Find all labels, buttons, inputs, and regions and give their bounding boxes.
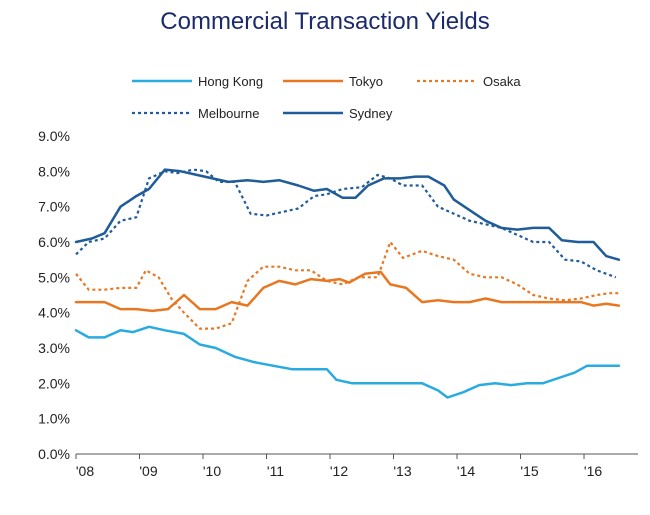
y-tick-label: 6.0% xyxy=(38,234,70,250)
x-tick-label: '14 xyxy=(457,463,475,479)
y-tick-label: 2.0% xyxy=(38,375,70,391)
series-line-osaka xyxy=(75,240,619,330)
series-lines xyxy=(74,168,621,399)
series-line-hong-kong xyxy=(74,325,621,399)
y-tick-label: 7.0% xyxy=(38,199,70,215)
x-tick-label: '10 xyxy=(203,463,221,479)
x-tick-label: '15 xyxy=(520,463,538,479)
y-tick-label: 5.0% xyxy=(38,269,70,285)
y-tick-label: 8.0% xyxy=(38,163,70,179)
axes: 0.0% 1.0% 2.0% 3.0% 4.0% 5.0% 6.0% 7.0% 8.0% 9.0%… xyxy=(38,128,638,479)
y-tick-label: 3.0% xyxy=(38,340,70,356)
y-tick-label: 1.0% xyxy=(38,411,70,427)
series-line-tokyo xyxy=(74,270,621,313)
legend-label-osaka: Osaka xyxy=(483,74,521,89)
legend-label-melbourne: Melbourne xyxy=(198,106,259,121)
y-tick-label: 9.0% xyxy=(38,128,70,144)
x-tick-label: '13 xyxy=(393,463,411,479)
x-tick-label: '16 xyxy=(584,463,602,479)
x-tick-label: '09 xyxy=(139,463,157,479)
legend-label-tokyo: Tokyo xyxy=(349,74,383,89)
y-tick-label: 4.0% xyxy=(38,305,70,321)
legend-label-hong-kong: Hong Kong xyxy=(198,74,263,89)
x-tick-label: '11 xyxy=(267,463,284,479)
series-line-sydney xyxy=(74,168,621,261)
chart-title: Commercial Transaction Yields xyxy=(160,8,490,35)
series-line-melbourne xyxy=(75,168,617,279)
legend: Hong Kong Tokyo Osaka Melbourne Sydney xyxy=(132,74,521,121)
legend-label-sydney: Sydney xyxy=(349,106,393,121)
x-tick-label: '12 xyxy=(330,463,348,479)
y-tick-label: 0.0% xyxy=(38,446,70,462)
x-tick-label: '08 xyxy=(76,463,94,479)
